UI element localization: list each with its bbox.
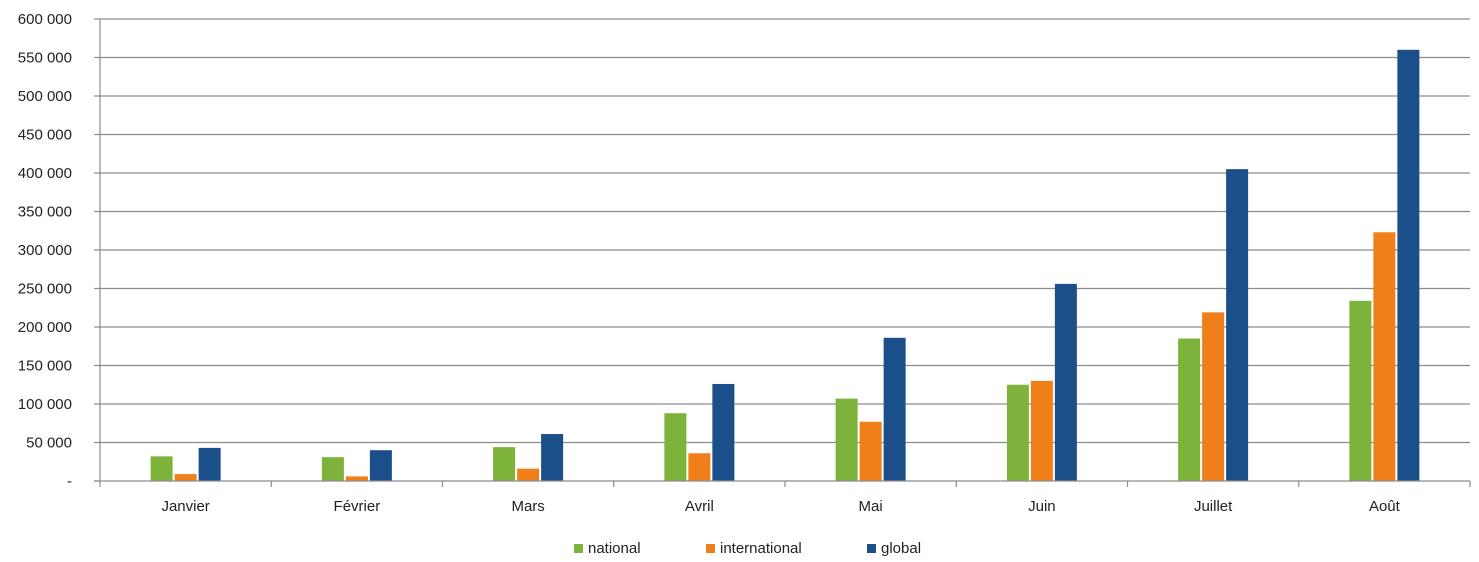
bar-international <box>688 453 711 481</box>
bar-national <box>493 447 516 481</box>
bar-international <box>1202 312 1225 481</box>
bar-global <box>712 383 735 481</box>
bar-international <box>517 468 540 481</box>
x-tick-label: Mai <box>859 498 883 515</box>
y-tick-label: 150 000 <box>18 358 72 375</box>
legend-swatch-global <box>867 544 876 553</box>
y-tick-label: 350 000 <box>18 204 72 221</box>
bar-international <box>1030 380 1053 481</box>
bar-global <box>369 450 392 481</box>
x-tick-label: Avril <box>685 498 714 515</box>
x-tick-label: Juin <box>1028 498 1056 515</box>
y-tick-label: 500 000 <box>18 88 72 105</box>
x-axis-tick-labels: Janvier Février Mars Avril Mai Juin Juillet Aoû… <box>161 498 1400 515</box>
x-tick-label: Juillet <box>1194 498 1233 515</box>
bar-national <box>150 456 173 481</box>
bar-global <box>883 337 906 481</box>
y-tick-label: 550 000 <box>18 50 72 67</box>
y-tick-label: 600 000 <box>18 11 72 28</box>
bar-global <box>1054 283 1077 481</box>
x-tick-label: Août <box>1369 498 1401 515</box>
legend-label-global: global <box>881 540 921 557</box>
bar-national <box>1178 338 1201 481</box>
x-tick-label: Janvier <box>161 498 209 515</box>
y-axis-tick-labels: - 50 000 100 000 150 000 200 000 250 000 300 0… <box>18 11 72 490</box>
bar-national <box>664 413 687 481</box>
y-tick-label: 400 000 <box>18 165 72 182</box>
x-axis <box>94 19 1471 487</box>
bar-international <box>1373 232 1396 481</box>
legend: national international global <box>574 540 921 557</box>
y-tick-label: 300 000 <box>18 242 72 259</box>
legend-swatch-national <box>574 544 583 553</box>
bar-global <box>198 447 221 481</box>
y-tick-label: - <box>67 473 72 490</box>
y-tick-label: 450 000 <box>18 127 72 144</box>
bar-national <box>1006 384 1029 481</box>
gridlines <box>94 18 1470 482</box>
bar-international <box>174 474 197 481</box>
legend-label-international: international <box>720 540 802 557</box>
bar-global <box>541 434 564 481</box>
bar-national <box>321 457 344 481</box>
x-tick-label: Mars <box>511 498 544 515</box>
bars <box>150 49 1420 482</box>
legend-swatch-international <box>706 544 715 553</box>
y-tick-label: 100 000 <box>18 396 72 413</box>
bar-global <box>1397 49 1420 482</box>
bar-national <box>835 398 858 481</box>
y-tick-label: 50 000 <box>26 435 72 452</box>
y-tick-label: 200 000 <box>18 319 72 336</box>
bar-international <box>345 476 368 481</box>
bar-national <box>1349 300 1372 481</box>
bar-global <box>1226 169 1249 481</box>
bar-international <box>859 421 882 481</box>
y-tick-label: 250 000 <box>18 281 72 298</box>
legend-label-national: national <box>588 540 641 557</box>
x-tick-label: Février <box>334 498 381 515</box>
